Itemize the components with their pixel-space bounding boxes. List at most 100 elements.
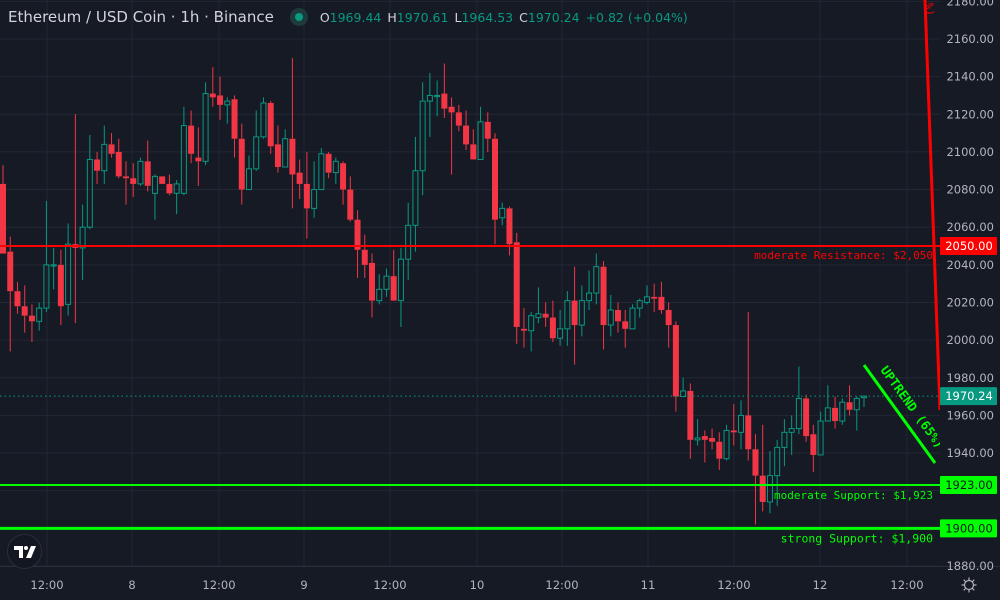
- candle-bullish: [738, 400, 744, 450]
- candle-bearish: [687, 383, 694, 459]
- status-dot-icon: [294, 13, 303, 21]
- uptrend-line[interactable]: [862, 364, 937, 464]
- candle-bearish: [7, 236, 14, 352]
- candle-body: [405, 224, 412, 260]
- candle-bullish: [643, 285, 650, 305]
- time-tick-label: 10: [470, 578, 485, 592]
- candle-body: [390, 276, 397, 301]
- candle-bullish: [332, 157, 339, 184]
- market-status-indicator[interactable]: [289, 8, 308, 26]
- candle-bearish: [651, 283, 658, 312]
- candle-bullish: [376, 274, 383, 305]
- candle-bearish: [354, 210, 361, 279]
- candle-body: [260, 102, 267, 138]
- candle-body: [839, 401, 846, 422]
- candle-body: [766, 475, 773, 503]
- candle-bullish: [282, 129, 289, 168]
- candle-bearish: [195, 127, 202, 186]
- candle-bearish: [238, 123, 245, 205]
- candle-bullish: [224, 97, 231, 124]
- candle-body: [0, 183, 6, 254]
- candle-body: [709, 437, 716, 442]
- candle-bearish: [571, 266, 578, 365]
- candle-bearish: [159, 176, 166, 184]
- candle-bullish: [43, 200, 50, 312]
- candle-bearish: [188, 110, 195, 164]
- candle-bullish: [383, 268, 390, 297]
- candle-body: [7, 251, 14, 292]
- red-trend-line[interactable]: [923, 0, 942, 411]
- symbol-title[interactable]: Ethereum / USD Coin · 1h · Binance: [8, 8, 274, 26]
- candle-bearish: [810, 424, 817, 472]
- candle-body: [397, 258, 404, 302]
- candle-bullish: [535, 287, 542, 324]
- time-tick-label: 12:00: [30, 578, 63, 592]
- candle-bearish: [144, 140, 151, 192]
- candle-body: [506, 208, 513, 245]
- candle-body: [781, 431, 788, 448]
- price-axis-panel: [940, 0, 1000, 600]
- time-tick-label: 9: [300, 578, 307, 592]
- candle-bearish: [340, 161, 347, 205]
- price-tick-label: 2020.00: [946, 295, 994, 309]
- time-axis-panel: [0, 567, 1000, 600]
- candle-body: [701, 436, 708, 440]
- candle-body: [115, 151, 122, 177]
- candle-body: [810, 434, 817, 455]
- candle-body: [246, 168, 252, 191]
- candle-bullish: [318, 148, 325, 191]
- candle-body: [441, 93, 448, 109]
- candle-bullish: [50, 247, 57, 290]
- candle-body: [643, 296, 650, 303]
- candle-body: [832, 407, 839, 422]
- tradingview-logo[interactable]: [7, 534, 42, 569]
- candle-body: [274, 144, 281, 167]
- candle-body: [455, 112, 462, 126]
- candle-bullish: [499, 202, 506, 226]
- price-badge: [940, 476, 997, 495]
- candle-bearish: [166, 174, 173, 196]
- candle-body: [159, 176, 166, 184]
- close-value: 1970.24: [527, 9, 580, 25]
- candle-bullish: [65, 223, 72, 316]
- candle-bearish: [622, 310, 629, 348]
- candle-body: [209, 93, 216, 98]
- candle-bearish: [115, 138, 122, 179]
- candle-bullish: [607, 294, 614, 337]
- candle-bullish: [788, 415, 795, 455]
- candle-bearish: [231, 95, 238, 158]
- candle-bearish: [108, 133, 115, 158]
- settings-gear-icon[interactable]: [961, 577, 977, 593]
- candle-body: [636, 300, 643, 309]
- candle-bearish: [463, 110, 470, 151]
- candle-body: [151, 175, 158, 194]
- candle-bearish: [123, 161, 129, 205]
- candle-body: [434, 94, 441, 98]
- candle-bearish: [274, 125, 281, 173]
- time-tick-label: 12: [813, 578, 828, 592]
- candle-body: [412, 170, 419, 226]
- candle-bullish: [173, 180, 180, 215]
- candle-bearish: [752, 434, 759, 525]
- candle-bearish: [600, 261, 607, 350]
- resistance-label: moderate Resistance: $2,050: [754, 249, 933, 262]
- candle-body: [311, 189, 318, 209]
- candle-body: [752, 449, 759, 476]
- candle-bearish: [14, 281, 21, 314]
- candle-bearish: [701, 430, 708, 463]
- candle-body: [622, 321, 629, 329]
- candle-body: [21, 306, 28, 316]
- candle-body: [723, 429, 730, 460]
- candle-bearish: [390, 249, 397, 301]
- open-label: O: [319, 9, 330, 25]
- candle-body: [817, 420, 824, 456]
- strong-support-label: strong Support: $1,900: [781, 531, 933, 545]
- candle-body: [354, 219, 361, 250]
- time-tick-label: 12:00: [545, 578, 578, 592]
- red-trend-label: (%: [923, 2, 936, 16]
- candle-body: [325, 153, 332, 173]
- time-tick-label: 12:00: [890, 578, 923, 592]
- candlestick-series: [0, 57, 867, 525]
